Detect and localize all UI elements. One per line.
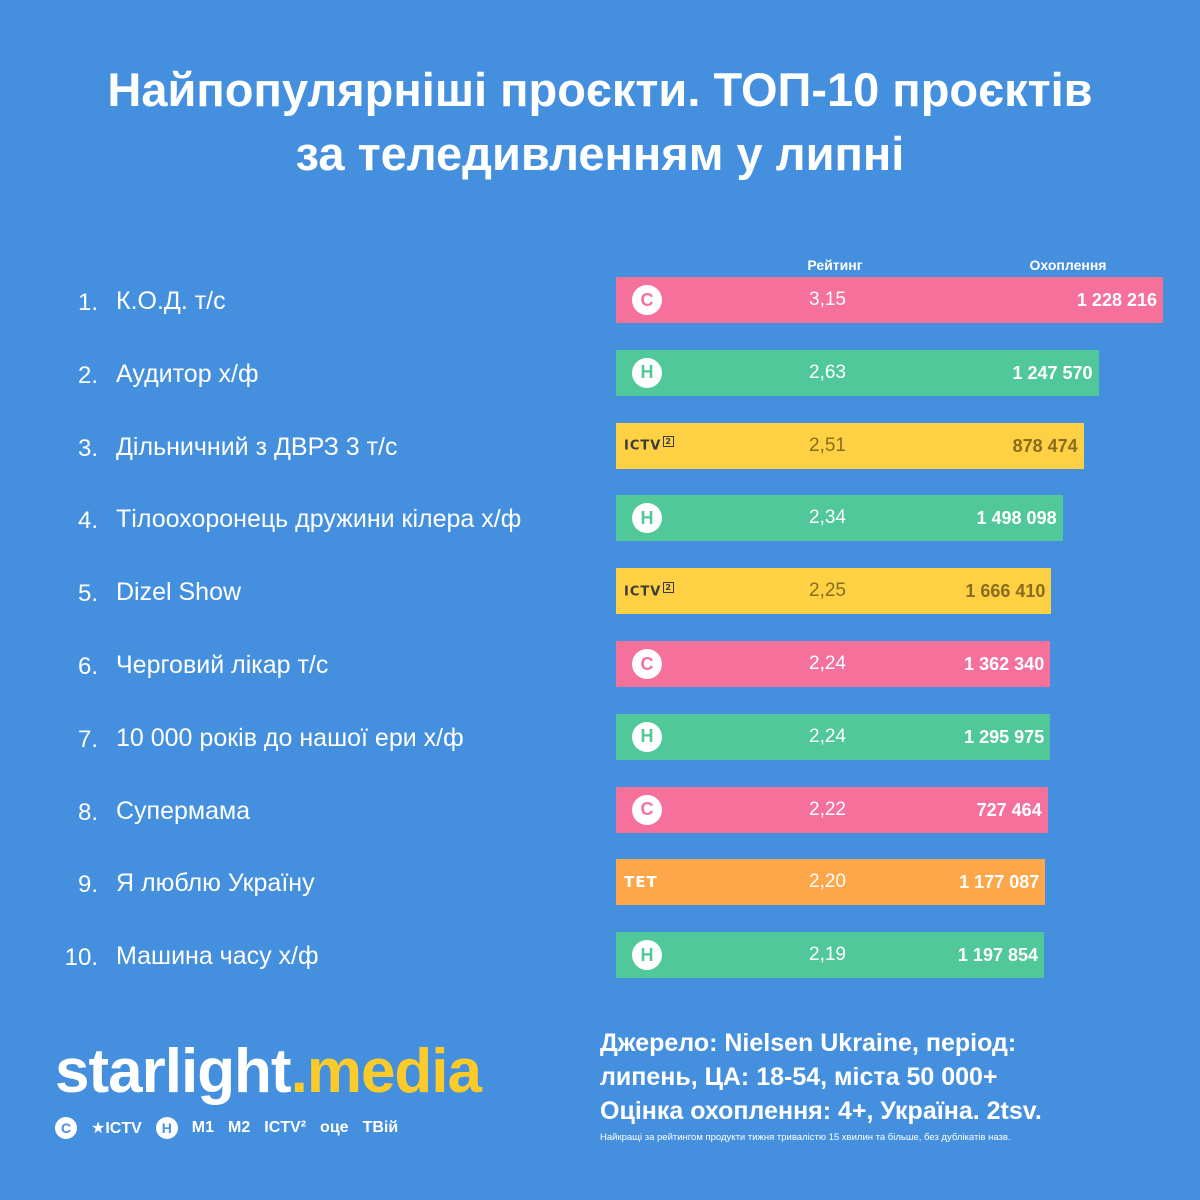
row-project-name: Тілоохоронець дружини кілера х/ф bbox=[116, 505, 522, 534]
brand-part-1: starlight bbox=[55, 1037, 292, 1106]
reach-value-label: 1 247 570 bbox=[1012, 362, 1093, 383]
rating-value-label: 2,20 bbox=[809, 871, 846, 893]
rating-value-label: 2,19 bbox=[809, 944, 846, 966]
chart-title: Найпопулярніші проєкти. ТОП-10 проєктів … bbox=[0, 58, 1200, 186]
ictv-channel-icon: ★ICTV bbox=[91, 1120, 142, 1137]
ictv2-channel-icon: ICTV² bbox=[264, 1119, 307, 1136]
row-project-name: 10 000 років до нашої ери х/ф bbox=[116, 723, 464, 752]
row-project-name: К.О.Д. т/с bbox=[116, 287, 226, 315]
rating-value-label: 3,15 bbox=[809, 289, 846, 310]
reach-value-label: 727 464 bbox=[976, 799, 1042, 820]
row-rank: 5. bbox=[77, 580, 98, 608]
row-rank: 6. bbox=[77, 653, 98, 680]
stb-channel-icon: С bbox=[55, 1117, 77, 1139]
stb-logo-icon: С bbox=[632, 794, 662, 825]
reach-value-label: 878 474 bbox=[1012, 435, 1078, 456]
row-project-name: Супермама bbox=[116, 796, 251, 825]
rating-bar: С bbox=[616, 786, 1048, 833]
reach-value-label: 1 197 854 bbox=[957, 945, 1038, 966]
chart-row: 10. Машина часу х/ф Н 2,19 1 197 854 bbox=[0, 932, 1200, 979]
brand-channel-strip: С ★ICTV Н М1 М2 ICTV² оце ТВій bbox=[55, 1117, 398, 1139]
brand-logo: starlight.media bbox=[55, 1036, 482, 1107]
chart-row: 4. Тілоохоронець дружини кілера х/ф Н 2,34 1… bbox=[0, 495, 1200, 542]
row-project-name: Машина часу х/ф bbox=[116, 942, 319, 971]
novyi-logo-icon: Н bbox=[632, 503, 662, 534]
row-rank: 7. bbox=[77, 725, 98, 753]
rating-value-label: 2,24 bbox=[809, 725, 846, 747]
chart-row: 2. Аудитор х/ф Н 2,63 1 247 570 bbox=[0, 349, 1200, 396]
chart-row: 3. Дільничний з ДВРЗ 3 т/с ICTV 2 2,51 878 47… bbox=[0, 422, 1200, 469]
rating-bar: ICTV 2 bbox=[616, 568, 1052, 615]
rating-value-label: 2,34 bbox=[809, 507, 846, 529]
novyi-logo-icon: Н bbox=[632, 357, 662, 388]
reach-value-label: 1 228 216 bbox=[1076, 290, 1157, 310]
row-rank: 9. bbox=[77, 871, 98, 899]
source-line-1: Джерело: Nielsen Ukraine, період: bbox=[600, 1029, 1017, 1057]
rating-value-label: 2,51 bbox=[809, 434, 846, 456]
row-project-name: Dizel Show bbox=[116, 578, 242, 607]
title-line-2: за теледивленням у липні bbox=[295, 127, 905, 180]
rating-bar: С bbox=[616, 277, 1163, 323]
reach-value-label: 1 177 087 bbox=[959, 872, 1040, 893]
row-rank: 8. bbox=[77, 798, 98, 826]
rating-value-label: 2,24 bbox=[809, 653, 846, 674]
chart-row: 9. Я люблю Україну ТЕТ 2,20 1 177 087 bbox=[0, 859, 1200, 906]
ictv2-logo-icon: ICTV 2 bbox=[624, 582, 674, 600]
tet-logo-icon: ТЕТ bbox=[624, 873, 658, 892]
rating-bar: Н bbox=[616, 932, 1044, 979]
row-project-name: Аудитор х/ф bbox=[116, 359, 259, 388]
rating-bar: Н bbox=[616, 349, 1099, 396]
column-header-reach: Охоплення bbox=[1029, 257, 1107, 273]
source-line-2: липень, ЦА: 18-54, міста 50 000+ bbox=[600, 1063, 998, 1091]
row-rank: 3. bbox=[77, 434, 98, 462]
row-rank: 4. bbox=[77, 507, 98, 535]
chart-row: 6. Черговий лікар т/с С 2,24 1 362 340 bbox=[0, 641, 1200, 687]
row-project-name: Черговий лікар т/с bbox=[116, 651, 329, 679]
rating-value-label: 2,25 bbox=[809, 580, 846, 602]
row-rank: 10. bbox=[64, 944, 98, 972]
footnote: Найкращі за рейтингом продукти тижня три… bbox=[600, 1132, 1011, 1143]
chart-row: 7. 10 000 років до нашої ери х/ф Н 2,24 1 29… bbox=[0, 713, 1200, 760]
brand-part-2: .media bbox=[290, 1037, 482, 1106]
stb-logo-icon: С bbox=[632, 649, 662, 679]
stb-logo-icon: С bbox=[632, 285, 662, 315]
rating-value-label: 2,22 bbox=[809, 798, 846, 820]
source-note: Джерело: Nielsen Ukraine, період: липень… bbox=[600, 1026, 1160, 1128]
m1-channel-icon: М1 bbox=[191, 1119, 215, 1136]
m2-channel-icon: М2 bbox=[228, 1119, 251, 1136]
chart-row: 1. К.О.Д. т/с С 3,15 1 228 216 bbox=[0, 277, 1200, 323]
rating-bar: ICTV 2 bbox=[616, 422, 1084, 469]
reach-value-label: 1 295 975 bbox=[964, 726, 1045, 747]
chart-row: 5. Dizel Show ICTV 2 2,25 1 666 410 bbox=[0, 568, 1200, 615]
reach-value-label: 1 666 410 bbox=[965, 581, 1046, 602]
chart-row: 8. Супермама С 2,22 727 464 bbox=[0, 786, 1200, 833]
novyi-logo-icon: Н bbox=[632, 721, 662, 752]
ictv2-logo-icon: ICTV 2 bbox=[624, 436, 674, 454]
rating-bar: Н bbox=[616, 713, 1051, 760]
tviy-channel-icon: ТВій bbox=[362, 1119, 399, 1136]
row-project-name: Я люблю Україну bbox=[116, 869, 315, 898]
rating-bar: С bbox=[616, 641, 1051, 687]
rating-bar: Н bbox=[616, 495, 1063, 542]
rating-value-label: 2,63 bbox=[809, 361, 846, 383]
rating-bar: ТЕТ bbox=[616, 859, 1046, 906]
oce-channel-icon: оце bbox=[320, 1119, 349, 1136]
row-rank: 2. bbox=[77, 361, 98, 389]
reach-value-label: 1 498 098 bbox=[976, 508, 1057, 529]
source-line-3: Оцінка охоплення: 4+, Україна. 2tsv. bbox=[600, 1097, 1042, 1125]
novyi-logo-icon: Н bbox=[632, 940, 662, 971]
column-header-rating: Рейтинг bbox=[807, 257, 863, 273]
row-rank: 1. bbox=[77, 289, 98, 316]
title-line-1: Найпопулярніші проєкти. ТОП-10 проєктів bbox=[107, 63, 1093, 116]
reach-value-label: 1 362 340 bbox=[964, 654, 1045, 674]
row-project-name: Дільничний з ДВРЗ 3 т/с bbox=[116, 432, 398, 461]
novyi-channel-icon: Н bbox=[155, 1117, 178, 1139]
